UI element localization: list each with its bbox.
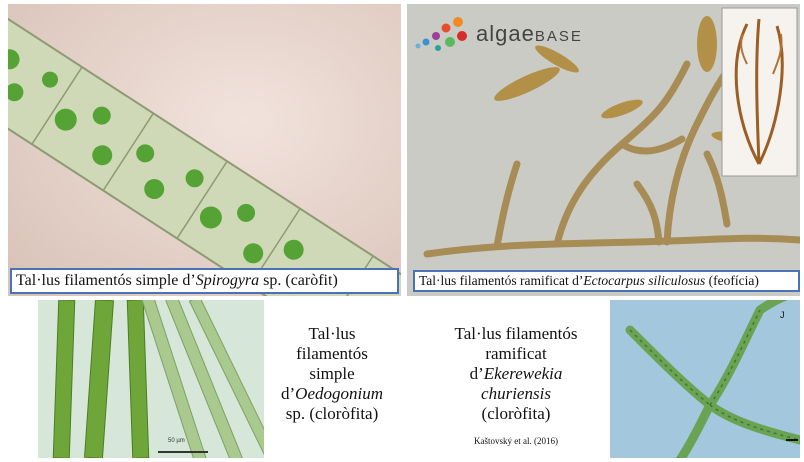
caption-text-suffix: sp. (caròfit)	[259, 272, 338, 289]
caption-text: Tal·lus filamentós ramificat d’	[419, 273, 584, 288]
caption-text-suffix: (feofícia)	[705, 273, 759, 288]
logo-word-small: BASE	[534, 28, 583, 45]
desc-genus: Ekerewekia	[483, 364, 563, 383]
ectocarpus-photo	[407, 4, 800, 296]
desc-line: Tal·lus filamentós	[454, 324, 578, 343]
oedogonium-description: Tal·lus filamentós simple d’Oedogonium s…	[270, 324, 394, 424]
scale-bar-label: 50 µm	[168, 438, 185, 444]
panel-letter: J	[780, 310, 785, 320]
desc-line: (cloròfita)	[481, 404, 551, 423]
caption-text: Tal·lus filamentós simple d’	[16, 272, 196, 289]
caption-species: Ectocarpus siliculosus	[583, 273, 706, 288]
desc-prefix: d’	[281, 384, 296, 403]
algaebase-dots-icon	[415, 17, 467, 51]
ekerewekia-image	[610, 300, 800, 458]
spirogyra-photo	[8, 4, 401, 296]
logo-word-main: algae	[476, 21, 535, 46]
desc-line: filamentós	[296, 344, 368, 363]
caption-genus: Spirogyra	[195, 272, 260, 289]
desc-line: ramificat	[485, 344, 547, 363]
desc-prefix: d’	[469, 364, 484, 383]
desc-line: sp. (cloròfita)	[285, 404, 379, 423]
algaebase-wordmark: algaeBASE	[476, 21, 583, 47]
ekerewekia-photo: J	[610, 300, 800, 458]
desc-line-genus: d’Ekerewekia	[436, 364, 596, 384]
desc-line: Tal·lus	[308, 324, 356, 343]
spirogyra-caption: Tal·lus filamentós simple d’Spirogyra sp…	[10, 268, 399, 294]
desc-line-species: churiensis	[436, 384, 596, 404]
oedogonium-image	[38, 300, 264, 458]
desc-species: churiensis	[481, 384, 551, 403]
spirogyra-image	[8, 4, 401, 296]
desc-genus: Oedogonium	[295, 384, 383, 403]
image-credit: Kaštovský et al. (2016)	[474, 436, 558, 446]
algaebase-logo: algaeBASE	[414, 16, 583, 52]
oedogonium-photo: 50 µm	[38, 300, 264, 458]
desc-line: simple	[309, 364, 355, 383]
desc-line-genus: d’Oedogonium	[270, 384, 394, 404]
ectocarpus-image	[407, 4, 800, 296]
ectocarpus-caption: Tal·lus filamentós ramificat d’Ectocarpu…	[413, 270, 800, 292]
ekerewekia-description: Tal·lus filamentós ramificat d’Ekereweki…	[436, 324, 596, 424]
